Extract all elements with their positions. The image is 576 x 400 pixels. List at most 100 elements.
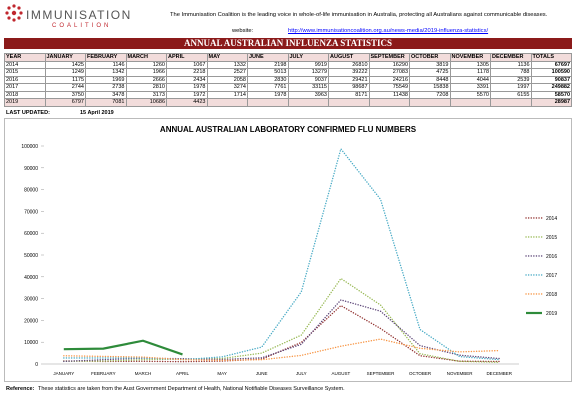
table-cell: 29421 xyxy=(328,75,370,84)
series-line xyxy=(63,339,183,356)
table-cell: FEBRUARY xyxy=(85,53,127,62)
table-cell xyxy=(449,98,491,107)
stats-table: YEAR JANUARY FEBRUARY MARCH APRIL MAY JUNE JULY… xyxy=(4,53,572,107)
table-cell: 2015 xyxy=(4,68,46,77)
last-updated-label: LAST UPDATED: xyxy=(6,110,50,116)
table-cell: 2017 xyxy=(4,83,46,92)
reference-label: Reference: xyxy=(6,386,35,392)
table-cell: 100590 xyxy=(530,68,572,77)
table-cell: 2539 xyxy=(490,75,532,84)
x-tick-label: OCTOBER xyxy=(409,371,432,376)
table-cell: 28987 xyxy=(530,98,572,107)
table-cell: AUGUST xyxy=(328,53,370,62)
table-cell: 10686 xyxy=(125,98,167,107)
table-cell: 2018 xyxy=(4,90,46,99)
series-line xyxy=(63,338,500,362)
legend-label: 2019 xyxy=(546,311,557,317)
table-cell: 16290 xyxy=(368,60,410,69)
y-tick-label: 90000 xyxy=(24,166,38,172)
table-cell: 4725 xyxy=(409,68,451,77)
table-cell: 2434 xyxy=(166,75,208,84)
table-cell: 39222 xyxy=(328,68,370,77)
y-tick-label: 50000 xyxy=(24,253,38,259)
legend-label: 2014 xyxy=(546,216,557,222)
table-cell: 2810 xyxy=(125,83,167,92)
tagline: The Immunisation Coalition is the leadin… xyxy=(170,12,548,18)
x-tick-label: FEBRUARY xyxy=(91,371,115,376)
table-cell: 1067 xyxy=(166,60,208,69)
table-cell: APRIL xyxy=(166,53,208,62)
legend-label: 2018 xyxy=(546,292,557,298)
table-cell: 9037 xyxy=(287,75,329,84)
y-tick-label: 60000 xyxy=(24,231,38,237)
table-cell: 1175 xyxy=(44,75,86,84)
y-tick-label: 20000 xyxy=(24,318,38,324)
table-row: YEAR JANUARY FEBRUARY MARCH APRIL MAY JUNE JULY… xyxy=(4,53,572,62)
table-cell: 1136 xyxy=(490,60,532,69)
table-cell xyxy=(409,98,451,107)
table-cell: 6797 xyxy=(44,98,86,107)
table-cell: 2527 xyxy=(206,68,248,77)
table-cell: 2198 xyxy=(247,60,289,69)
table-cell: 2218 xyxy=(166,68,208,77)
x-tick-label: JANUARY xyxy=(53,371,74,376)
table-cell: 2014 xyxy=(4,60,46,69)
logo-icon xyxy=(5,4,23,22)
chart: ANNUAL AUSTRALIAN LABORATORY CONFIRMED F… xyxy=(4,118,572,382)
y-tick-label: 0 xyxy=(35,362,38,368)
table-cell: 3274 xyxy=(206,83,248,92)
table-cell: 2744 xyxy=(44,83,86,92)
table-cell: 249882 xyxy=(530,83,572,92)
table-cell: 5013 xyxy=(247,68,289,77)
table-cell xyxy=(368,98,410,107)
table-cell: JANUARY xyxy=(44,53,86,62)
table-cell: 75549 xyxy=(368,83,410,92)
table-cell: 27083 xyxy=(368,68,410,77)
y-tick-label: 70000 xyxy=(24,209,38,215)
table-cell xyxy=(490,98,532,107)
table-cell: TOTALS xyxy=(530,53,572,62)
website-link[interactable]: http://www.immunisationcoalition.org.au/… xyxy=(288,28,489,34)
table-cell: 26810 xyxy=(328,60,370,69)
table-cell xyxy=(287,98,329,107)
x-tick-label: APRIL xyxy=(176,371,190,376)
x-tick-label: JULY xyxy=(296,371,307,376)
banner: ANNUAL AUSTRALIAN INFLUENZA STATISTICS xyxy=(4,38,572,49)
x-tick-label: JUNE xyxy=(256,371,268,376)
table-cell: 1997 xyxy=(490,83,532,92)
reference: These statistics are taken from the Aust… xyxy=(38,386,345,392)
table-cell: 2058 xyxy=(206,75,248,84)
logo-text: IMMUNISATION xyxy=(26,8,132,22)
table-cell: 1966 xyxy=(125,68,167,77)
table-cell: JULY xyxy=(287,53,329,62)
table-cell: 1332 xyxy=(206,60,248,69)
table-cell: 11438 xyxy=(368,90,410,99)
x-tick-label: MAY xyxy=(217,371,226,376)
table-row: 2014 1425 1146 1260 1067 1332 2198 9919 26810 162… xyxy=(4,60,572,69)
table-cell: 3391 xyxy=(449,83,491,92)
table-cell: 1260 xyxy=(125,60,167,69)
table-cell: 7208 xyxy=(409,90,451,99)
y-tick-label: 80000 xyxy=(24,188,38,194)
legend-label: 2017 xyxy=(546,273,557,279)
table-cell: 98687 xyxy=(328,83,370,92)
y-tick-label: 100000 xyxy=(21,144,38,150)
table-cell: 2016 xyxy=(4,75,46,84)
website-label: website: xyxy=(232,28,254,34)
table-cell: 788 xyxy=(490,68,532,77)
table-cell: 8448 xyxy=(409,75,451,84)
table-cell: 13279 xyxy=(287,68,329,77)
table-cell xyxy=(206,98,248,107)
table-cell: SEPTEMBER xyxy=(368,53,410,62)
table-cell: 3173 xyxy=(125,90,167,99)
y-tick-label: 10000 xyxy=(24,340,38,346)
table-row: 2015 1249 1342 1966 2218 2527 5013 13279 39222 27… xyxy=(4,68,572,77)
table-cell: 1249 xyxy=(44,68,86,77)
last-updated: 15 April 2019 xyxy=(80,110,114,116)
chart-border xyxy=(4,118,572,382)
table-cell: 1146 xyxy=(85,60,127,69)
table-row: 2019 6797 7081 10686 4423 28987 xyxy=(4,98,572,107)
table-cell: 8171 xyxy=(328,90,370,99)
x-tick-label: DECEMBER xyxy=(486,371,512,376)
